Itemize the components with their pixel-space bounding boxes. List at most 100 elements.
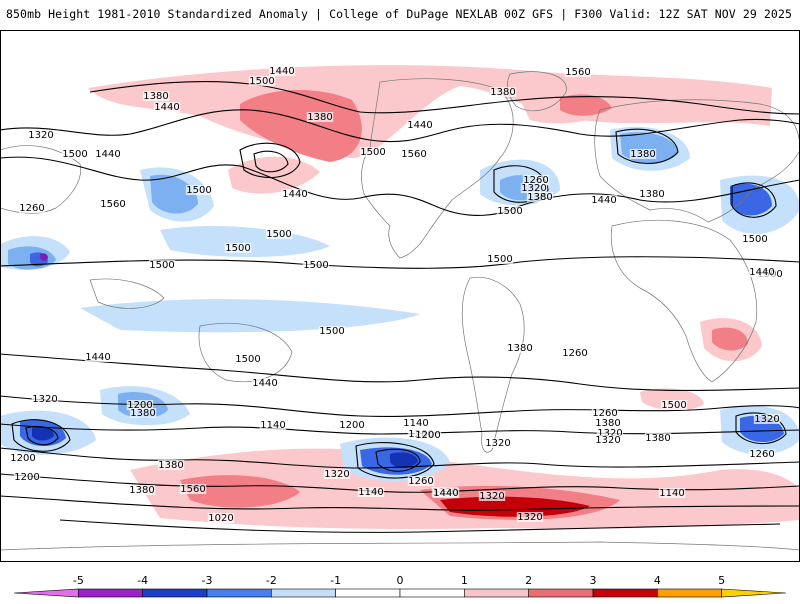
contour-label: 1380 — [143, 91, 168, 102]
colorbar-tick-label: 2 — [525, 574, 532, 587]
contour-label-bg — [520, 183, 548, 193]
contour-label-bg — [13, 472, 41, 482]
coast-africa — [610, 219, 758, 383]
contour-label: 1200 — [10, 453, 35, 464]
anomaly-neg-2-pacific — [150, 174, 198, 214]
contour-1200-sh — [0, 495, 800, 511]
contour-label: 1380 — [130, 408, 155, 419]
contour-label: 1320 — [324, 469, 349, 480]
contour-label-bg — [432, 488, 460, 498]
anomaly-pos-1-pacific — [228, 156, 320, 194]
anomaly-colorbar: -5 -4 -3 -2 -1 0 1 2 3 4 5 — [0, 568, 800, 600]
contour-label: 1500 — [62, 149, 87, 160]
contour-label-bg — [522, 175, 550, 185]
contour-label: 1500 — [186, 185, 211, 196]
contour-label-bg — [526, 192, 554, 202]
contour-1500-nh — [0, 156, 800, 216]
coast-north-america — [361, 78, 514, 259]
contour-label: 1440 — [749, 267, 774, 278]
contour-low-pacific — [239, 142, 301, 179]
contour-low-asia — [731, 182, 777, 218]
contour-label: 1380 — [307, 112, 332, 123]
contour-label-bg — [596, 428, 624, 438]
anomaly-neg-5-westpac — [40, 253, 48, 261]
contour-label: 1440 — [85, 352, 110, 363]
contour-low-atlantic — [493, 165, 549, 203]
contour-label: 1380 — [158, 460, 183, 471]
contour-label: 1320 — [32, 394, 57, 405]
colorbar-segment — [399, 588, 465, 598]
contour-label-bg — [594, 418, 622, 428]
contour-1500-sh — [0, 353, 800, 392]
contour-label-bg — [753, 414, 781, 424]
contour-label-bg — [153, 102, 181, 112]
contour-low-southern-c — [355, 442, 435, 479]
contour-low-southern-c-2 — [375, 448, 421, 472]
contour-label-bg — [157, 460, 185, 470]
contour-label: 1500 — [149, 260, 174, 271]
contour-label: 1500 — [235, 354, 260, 365]
contour-label: 1320 — [754, 414, 779, 425]
contour-label: 1500 — [249, 76, 274, 87]
anomaly-neg-4-southern-c — [390, 452, 418, 468]
contour-label: 1320 — [521, 183, 546, 194]
coast-eurasia — [594, 99, 800, 223]
contour-label: 1380 — [645, 433, 670, 444]
anomaly-neg-4-southern-w — [32, 426, 54, 441]
contour-label-bg — [359, 147, 387, 157]
contour-label: 1320 — [595, 435, 620, 446]
contour-label: 1320 — [28, 130, 53, 141]
colorbar-tick-label: 4 — [654, 574, 661, 587]
contour-label-bg — [18, 203, 46, 213]
contour-label-bg — [318, 326, 346, 336]
coast-antarctica — [0, 541, 800, 551]
contour-label: 1140 — [260, 420, 285, 431]
coast-south-america — [461, 276, 525, 453]
colorbar-segment — [13, 588, 79, 598]
colorbar-segment — [335, 588, 401, 598]
anomaly-pos-2-atlantic — [560, 94, 612, 116]
contour-1320-sh — [0, 447, 800, 469]
contour-label-bg — [268, 66, 296, 76]
contour-label: 1380 — [490, 87, 515, 98]
contour-label: 1020 — [208, 513, 233, 524]
contour-label-bg — [31, 394, 59, 404]
contour-label-bg — [9, 453, 37, 463]
contour-label: 1500 — [266, 229, 291, 240]
contour-label-bg — [94, 149, 122, 159]
colorbar-segment — [271, 588, 336, 598]
contour-label: 1500 — [303, 260, 328, 271]
contour-label-bg — [357, 487, 385, 497]
contour-label-bg — [259, 420, 287, 430]
contour-label-bg — [179, 484, 207, 494]
contour-label: 1260 — [749, 449, 774, 460]
contour-1440-nh — [0, 109, 800, 143]
contour-label-bg — [251, 378, 279, 388]
positive-anomaly-areas — [88, 65, 800, 529]
contour-label: 1200 — [14, 472, 39, 483]
contour-label-bg — [594, 435, 622, 445]
contour-1500-tropics — [0, 256, 800, 269]
contour-label: 1560 — [100, 199, 125, 210]
contour-label: 1500 — [742, 234, 767, 245]
contour-label: 1320 — [517, 512, 542, 523]
contour-label: 1560 — [565, 67, 590, 78]
contour-label: 1500 — [319, 326, 344, 337]
contour-low-sw — [11, 419, 71, 452]
contour-label-bg — [406, 120, 434, 130]
contour-label-bg — [484, 438, 512, 448]
contour-label-bg — [306, 112, 334, 122]
colorbar-segment — [721, 588, 787, 598]
contour-label: 1500 — [360, 147, 385, 158]
anomaly-map: 1440 1500 1560 1380 1380 1440 1440 1320 1500 1440… — [0, 30, 800, 562]
contour-label: 1260 — [19, 203, 44, 214]
contour-label: 1140 — [358, 487, 383, 498]
colorbar-segment — [78, 588, 143, 598]
colorbar-segment — [592, 588, 658, 598]
contour-label-bg — [185, 185, 213, 195]
contour-label: 1440 — [433, 488, 458, 499]
colorbar-tick-label: 5 — [718, 574, 725, 587]
coast-australia — [198, 323, 293, 383]
contour-label: 1380 — [129, 485, 154, 496]
contour-label: 1560 — [401, 149, 426, 160]
